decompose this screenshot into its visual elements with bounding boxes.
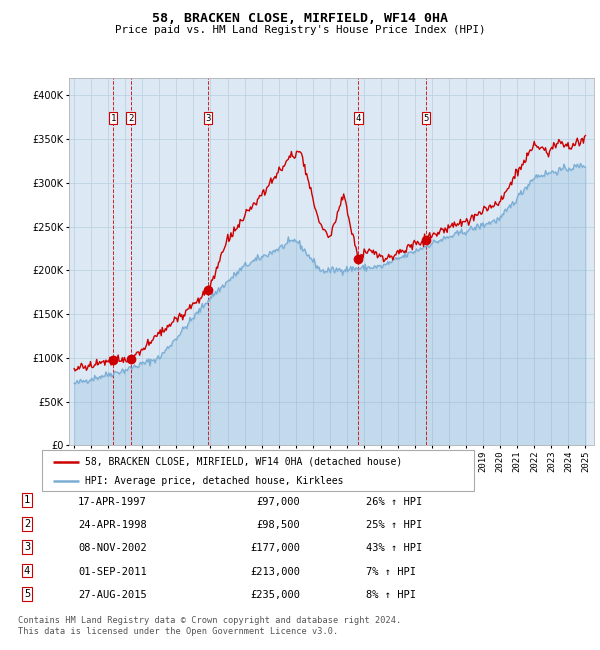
Text: HPI: Average price, detached house, Kirklees: HPI: Average price, detached house, Kirk… xyxy=(85,476,344,486)
Text: 4: 4 xyxy=(24,566,30,575)
Text: 5: 5 xyxy=(424,114,429,123)
Text: 4: 4 xyxy=(356,114,361,123)
Text: £97,000: £97,000 xyxy=(256,497,300,506)
Text: 7% ↑ HPI: 7% ↑ HPI xyxy=(366,567,416,577)
Text: 24-APR-1998: 24-APR-1998 xyxy=(78,520,147,530)
Text: 3: 3 xyxy=(24,542,30,552)
Text: £213,000: £213,000 xyxy=(250,567,300,577)
FancyBboxPatch shape xyxy=(42,450,474,491)
Text: 08-NOV-2002: 08-NOV-2002 xyxy=(78,543,147,553)
Text: 8% ↑ HPI: 8% ↑ HPI xyxy=(366,590,416,600)
Text: 26% ↑ HPI: 26% ↑ HPI xyxy=(366,497,422,506)
Text: 2: 2 xyxy=(24,519,30,528)
Text: 01-SEP-2011: 01-SEP-2011 xyxy=(78,567,147,577)
Text: £177,000: £177,000 xyxy=(250,543,300,553)
Text: 58, BRACKEN CLOSE, MIRFIELD, WF14 0HA (detached house): 58, BRACKEN CLOSE, MIRFIELD, WF14 0HA (d… xyxy=(85,457,403,467)
Text: Price paid vs. HM Land Registry's House Price Index (HPI): Price paid vs. HM Land Registry's House … xyxy=(115,25,485,34)
Text: 17-APR-1997: 17-APR-1997 xyxy=(78,497,147,506)
Text: Contains HM Land Registry data © Crown copyright and database right 2024.: Contains HM Land Registry data © Crown c… xyxy=(18,616,401,625)
Text: £98,500: £98,500 xyxy=(256,520,300,530)
Text: 27-AUG-2015: 27-AUG-2015 xyxy=(78,590,147,600)
Text: 5: 5 xyxy=(24,589,30,599)
Text: 1: 1 xyxy=(110,114,116,123)
Text: 58, BRACKEN CLOSE, MIRFIELD, WF14 0HA: 58, BRACKEN CLOSE, MIRFIELD, WF14 0HA xyxy=(152,12,448,25)
Text: This data is licensed under the Open Government Licence v3.0.: This data is licensed under the Open Gov… xyxy=(18,627,338,636)
Text: 25% ↑ HPI: 25% ↑ HPI xyxy=(366,520,422,530)
Text: £235,000: £235,000 xyxy=(250,590,300,600)
Text: 3: 3 xyxy=(205,114,211,123)
Text: 43% ↑ HPI: 43% ↑ HPI xyxy=(366,543,422,553)
Text: 2: 2 xyxy=(128,114,133,123)
Text: 1: 1 xyxy=(24,495,30,505)
